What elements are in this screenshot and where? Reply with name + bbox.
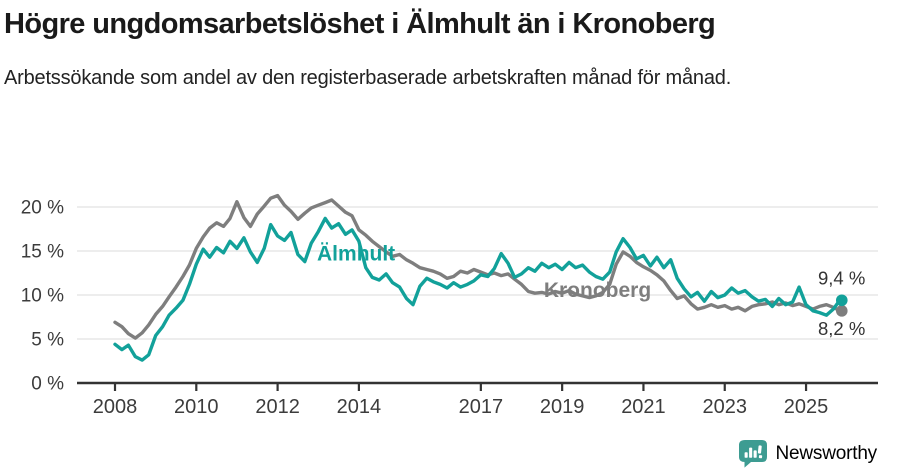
y-grid: 0 % 5 % 10 % 15 % 20 % xyxy=(21,198,878,395)
brand-name: Newsworthy xyxy=(775,443,878,464)
line-chart: 0 % 5 % 10 % 15 % 20 % 2008 2010 2012 2014 2017 20… xyxy=(0,165,900,430)
series-end-dot-lmhult xyxy=(835,294,848,307)
page-title: Högre ungdomsarbetslöshet i Älmhult än i… xyxy=(4,8,716,40)
x-tick-label: 2021 xyxy=(621,396,666,418)
end-value-label-lmhult: 9,4 % xyxy=(818,267,865,288)
chart-subtitle: Arbetssökande som andel av den registerb… xyxy=(4,67,732,90)
x-tick-label: 2008 xyxy=(93,396,138,418)
series-end-dot-kronoberg xyxy=(835,305,848,317)
series-label-lmhult: Älmhult xyxy=(317,243,395,266)
series-line-kronoberg xyxy=(113,193,842,340)
series-label-kronoberg: Kronoberg xyxy=(544,279,651,302)
y-tick-label: 10 % xyxy=(21,286,64,307)
y-tick-label: 5 % xyxy=(31,330,64,351)
x-tick-label: 2017 xyxy=(459,396,504,418)
x-tick-label: 2019 xyxy=(540,396,585,418)
x-tick-label: 2012 xyxy=(255,396,300,418)
x-tick-label: 2014 xyxy=(337,396,382,418)
y-tick-label: 20 % xyxy=(21,198,64,219)
chart-header: Högre ungdomsarbetslöshet i Älmhult än i… xyxy=(4,8,896,92)
y-tick-label: 0 % xyxy=(31,374,64,395)
x-axis: 2008 2010 2012 2014 2017 2019 2021 2023 2025 xyxy=(77,381,878,418)
y-tick-label: 15 % xyxy=(21,242,64,263)
x-tick-label: 2010 xyxy=(174,396,219,418)
x-tick-label: 2023 xyxy=(703,396,748,418)
end-value-label-kronoberg: 8,2 % xyxy=(818,318,865,339)
x-tick-label: 2025 xyxy=(784,396,829,418)
footer-branding: Newsworthy xyxy=(737,439,877,469)
newsworthy-logo-icon xyxy=(738,440,767,468)
series-line-lmhult xyxy=(113,216,842,362)
chart-canvas: 0 %5 %10 %15 %20 %2008 2010 2012 2014 2017 20… xyxy=(21,193,878,418)
